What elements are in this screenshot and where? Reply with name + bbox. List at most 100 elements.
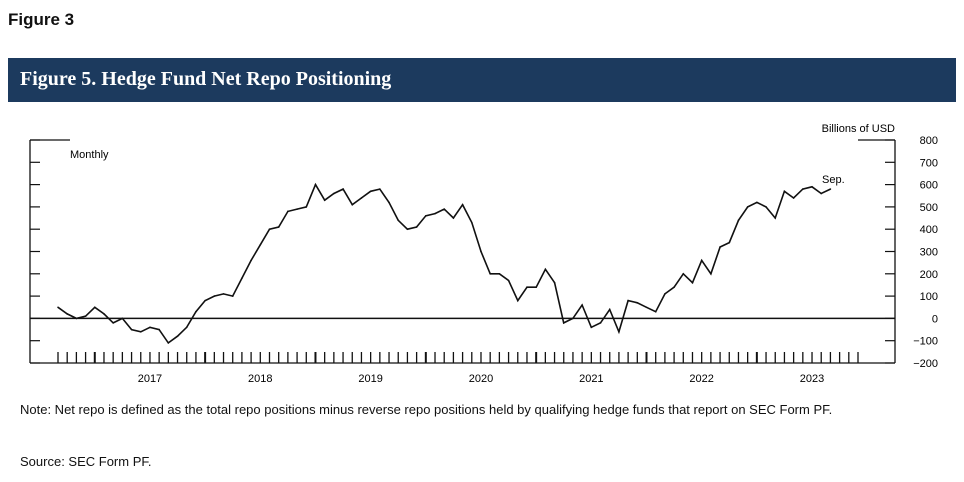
y-axis: 800 700 600 500 400 300 200 100 0 −100 −200 <box>30 135 938 370</box>
data-point <box>379 188 381 190</box>
y-tick-label: 300 <box>920 247 938 259</box>
data-point <box>415 226 418 228</box>
data-point <box>130 328 133 331</box>
data-point <box>544 268 547 271</box>
data-point <box>811 186 813 188</box>
data-point <box>645 306 648 309</box>
data-point <box>507 279 510 282</box>
data-point <box>149 326 151 329</box>
data-point <box>516 299 519 302</box>
data-point <box>204 299 206 302</box>
data-point <box>66 313 68 315</box>
data-point <box>746 206 749 208</box>
data-point <box>425 215 427 217</box>
data-point <box>765 206 767 208</box>
data-point <box>305 206 308 208</box>
data-point <box>710 273 712 275</box>
data-point <box>195 310 197 313</box>
data-point <box>167 342 170 344</box>
data-point <box>185 326 188 329</box>
data-point <box>342 188 344 190</box>
data-point <box>406 228 409 230</box>
y-tick-label: 700 <box>920 157 938 169</box>
data-point <box>360 197 363 199</box>
data-point <box>259 244 262 246</box>
data-point <box>802 188 804 190</box>
data-point <box>581 304 583 306</box>
y-tick-label: 100 <box>920 291 938 303</box>
data-point <box>323 199 326 202</box>
data-point <box>213 295 216 297</box>
data-point <box>664 293 666 295</box>
data-point <box>792 197 795 199</box>
data-point <box>820 192 823 195</box>
x-tick-label: 2021 <box>579 373 603 385</box>
data-point <box>351 203 354 206</box>
data-point <box>93 306 96 309</box>
y-tick-label: 0 <box>932 313 938 325</box>
data-point <box>728 241 731 244</box>
data-point <box>443 208 446 210</box>
data-point <box>139 330 142 333</box>
data-point <box>314 183 317 186</box>
data-point <box>369 190 372 193</box>
x-tick-label: 2020 <box>469 373 493 385</box>
annotation-label: Sep. <box>822 174 845 186</box>
x-tick-label: 2023 <box>800 373 824 385</box>
data-point <box>627 299 629 302</box>
data-point <box>84 315 87 317</box>
data-point <box>268 228 271 230</box>
x-tick-label: 2018 <box>248 373 272 385</box>
data-point <box>719 246 721 248</box>
data-point <box>434 212 436 215</box>
y-tick-label: 500 <box>920 202 938 214</box>
data-point <box>590 326 593 329</box>
data-point <box>57 306 59 309</box>
y-tick-label: 200 <box>920 269 938 281</box>
data-point <box>103 313 105 315</box>
data-point <box>241 277 243 280</box>
data-point <box>250 259 252 262</box>
x-tick-label: 2017 <box>138 373 162 385</box>
data-point <box>572 317 574 320</box>
data-point <box>783 190 786 193</box>
data-point <box>480 250 482 253</box>
data-point <box>388 201 390 204</box>
data-point <box>470 221 473 224</box>
data-point <box>296 208 298 210</box>
data-point <box>176 335 179 338</box>
data-point <box>636 301 639 304</box>
data-point <box>526 286 528 288</box>
data-point <box>277 226 280 228</box>
data-point <box>618 330 620 333</box>
data-point <box>737 219 740 222</box>
y-tick-label: −200 <box>913 358 938 370</box>
y-tick-label: −100 <box>913 336 938 348</box>
frequency-label: Monthly <box>70 149 109 161</box>
data-point <box>535 286 537 288</box>
data-point <box>599 322 602 324</box>
data-point <box>452 217 455 219</box>
x-axis-ticks <box>57 352 859 363</box>
data-point <box>829 188 832 190</box>
data-point <box>756 201 758 204</box>
data-point <box>112 322 114 324</box>
chart-note: Note: Net repo is defined as the total r… <box>20 402 833 417</box>
data-point <box>489 273 491 275</box>
chart-source: Source: SEC Form PF. <box>20 454 152 469</box>
data-point <box>691 281 694 284</box>
data-point <box>75 317 78 320</box>
data-point <box>608 308 611 311</box>
data-point <box>553 281 556 284</box>
data-point <box>498 273 501 275</box>
data-point <box>774 217 777 219</box>
title-banner: Figure 5. Hedge Fund Net Repo Positionin… <box>8 58 956 102</box>
data-point <box>654 310 657 313</box>
data-point <box>222 293 225 295</box>
data-point <box>700 259 703 262</box>
data-point <box>121 317 124 320</box>
data-point <box>673 286 675 288</box>
data-point <box>682 273 685 275</box>
x-axis-labels: 2017 2018 2019 2020 2021 2022 2023 <box>138 373 825 385</box>
